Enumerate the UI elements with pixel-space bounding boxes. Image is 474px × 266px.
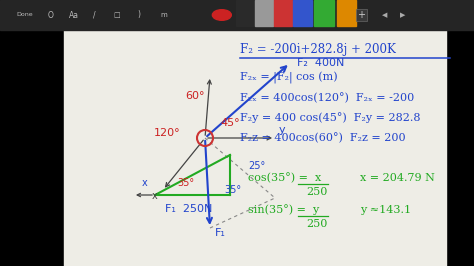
Text: x: x <box>142 178 148 188</box>
Text: y ≈143.1: y ≈143.1 <box>360 205 411 215</box>
Text: 250: 250 <box>306 219 328 229</box>
Text: 25°: 25° <box>248 161 265 171</box>
Text: 120°: 120° <box>154 128 180 138</box>
Text: F₂y = 400 cos(45°)  F₂y = 282.8: F₂y = 400 cos(45°) F₂y = 282.8 <box>240 113 420 123</box>
Text: y: y <box>279 125 286 135</box>
Text: 45°: 45° <box>220 118 240 128</box>
Text: x: x <box>152 191 158 201</box>
Text: Aa: Aa <box>68 10 79 19</box>
Text: O: O <box>48 10 54 19</box>
Text: sin(35°) =  y: sin(35°) = y <box>248 205 319 215</box>
Text: /: / <box>93 10 96 19</box>
Text: ▶: ▶ <box>400 12 406 18</box>
Text: ◀: ◀ <box>382 12 388 18</box>
Text: F₂z = 400cos(60°)  F₂z = 200: F₂z = 400cos(60°) F₂z = 200 <box>240 133 406 143</box>
Text: F₂  400N: F₂ 400N <box>297 58 345 68</box>
Text: F₂ₓ = 400cos(120°)  F₂ₓ = -200: F₂ₓ = 400cos(120°) F₂ₓ = -200 <box>240 93 414 103</box>
Text: F₂ₓ = |F₂| cos (m): F₂ₓ = |F₂| cos (m) <box>240 72 337 84</box>
Text: Done: Done <box>16 13 33 18</box>
Text: 60°: 60° <box>185 91 205 101</box>
Text: F₁  250N: F₁ 250N <box>165 204 212 214</box>
Text: +: + <box>357 10 365 20</box>
Text: ): ) <box>137 10 140 19</box>
Text: 35°: 35° <box>224 185 242 195</box>
Text: □: □ <box>113 12 120 18</box>
Text: F₂ = -200i+282.8j + 200K: F₂ = -200i+282.8j + 200K <box>240 44 396 56</box>
Text: m: m <box>160 12 167 18</box>
Text: x = 204.79 N: x = 204.79 N <box>360 173 435 183</box>
Text: cos(35°) =  x: cos(35°) = x <box>248 173 321 183</box>
Text: F₁: F₁ <box>215 228 226 238</box>
Text: 35°: 35° <box>177 178 194 188</box>
Text: 250: 250 <box>306 187 328 197</box>
